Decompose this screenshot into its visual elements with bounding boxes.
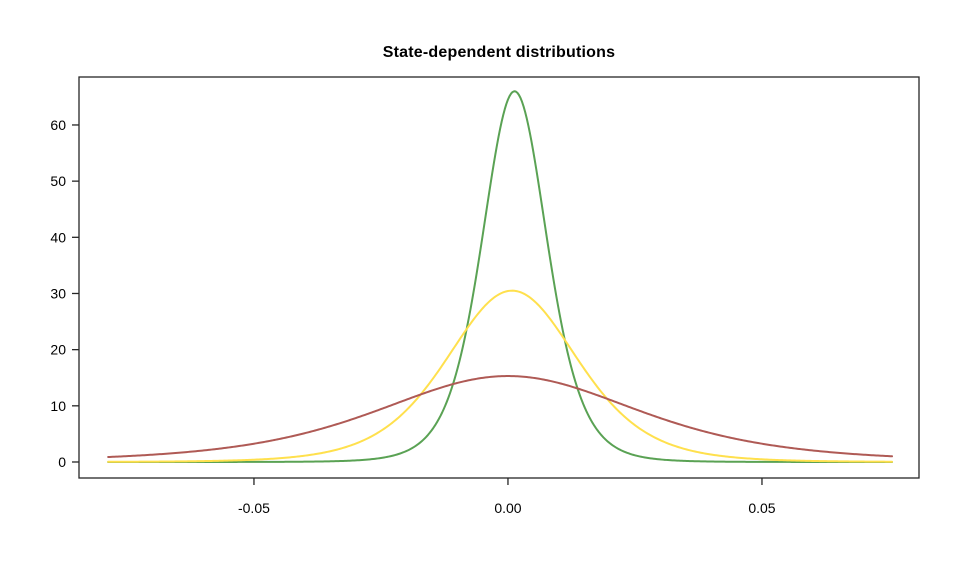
y-tick-label: 50 [50,173,66,189]
density-curve-state-red [107,375,894,459]
density-curve-state-yellow [107,289,894,463]
plot-title: State-dependent distributions [382,44,616,61]
density-curve-state-green [107,90,894,463]
y-tick-label: 20 [50,342,66,358]
x-tick-label: -0.05 [238,500,270,516]
y-tick-label: 30 [50,285,66,301]
y-tick-label: 0 [58,454,66,470]
y-tick-label: 60 [50,117,66,133]
y-tick-label: 40 [50,229,66,245]
plot-box [78,76,920,479]
x-tick-label: 0.00 [494,500,521,516]
y-tick-label: 10 [50,398,66,414]
x-tick-label: 0.05 [748,500,775,516]
